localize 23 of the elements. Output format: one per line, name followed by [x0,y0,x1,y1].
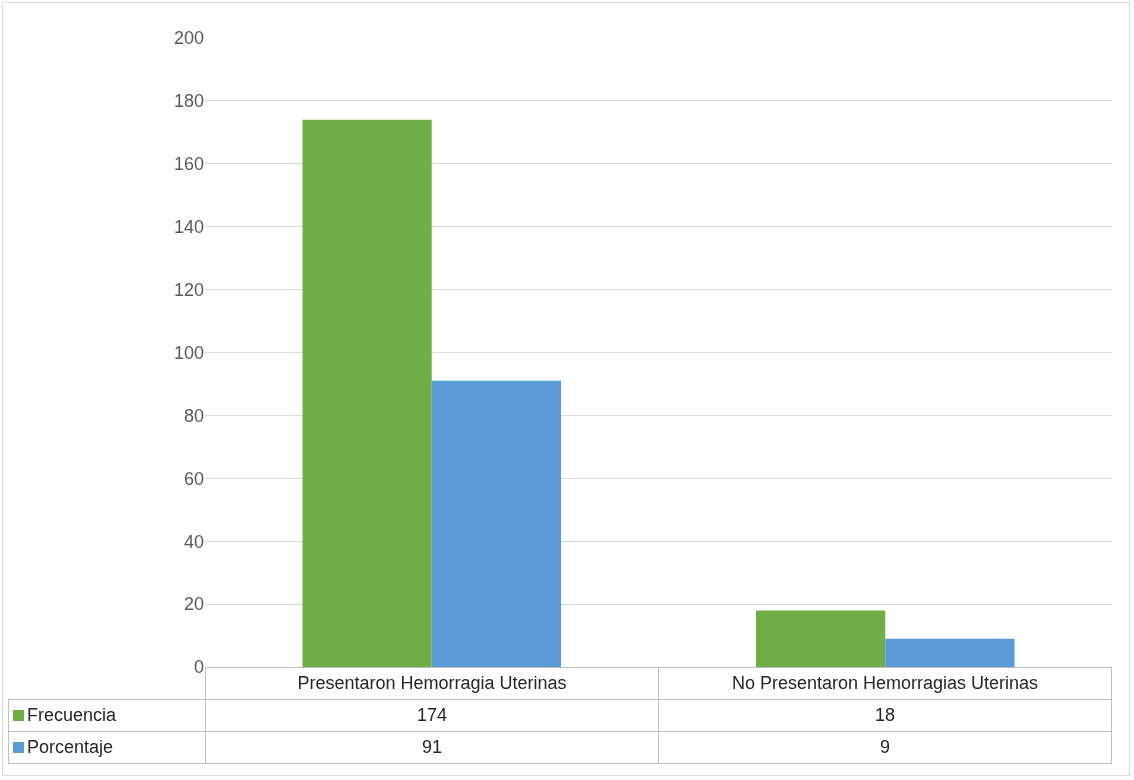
y-tick-label: 120 [173,279,204,300]
bar [302,119,432,667]
y-tick-label: 100 [173,342,204,363]
legend-label: Frecuencia [27,705,117,725]
y-tick-label: 20 [183,594,204,615]
data-label: 174 [205,699,659,732]
bar [431,380,561,667]
y-tick-label: 0 [193,657,204,678]
data-label: 9 [658,731,1112,764]
y-tick-label: 80 [183,405,204,426]
y-tick-label: 200 [173,28,204,49]
legend-label: Porcentaje [27,737,114,757]
x-tick-label: Presentaron Hemorragia Uterinas [205,667,659,700]
data-label: 18 [658,699,1112,732]
x-tick-label: No Presentaron Hemorragias Uterinas [658,667,1112,700]
bar [885,638,1015,667]
y-tick-label: 180 [173,91,204,112]
data-label: 91 [205,731,659,764]
y-tick-label: 60 [183,468,204,489]
y-tick-label: 160 [173,154,204,175]
bar [756,610,886,667]
y-tick-label: 40 [183,531,204,552]
y-tick-label: 140 [173,217,204,237]
